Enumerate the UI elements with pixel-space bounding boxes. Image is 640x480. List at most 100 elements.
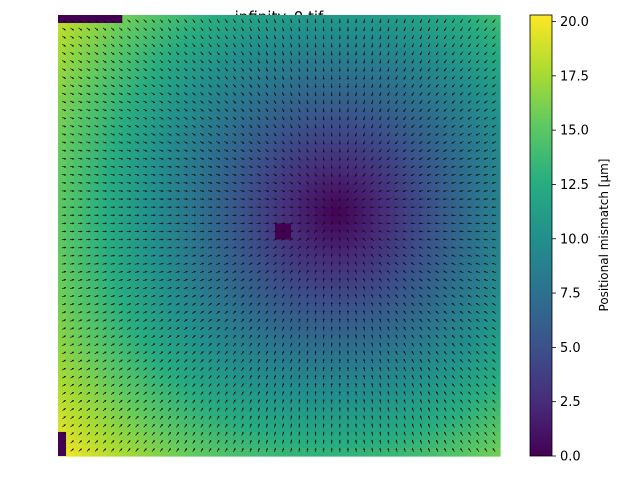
heatmap-cell [218,343,228,353]
heatmap-cell [459,447,469,457]
vector-arrow [330,229,333,234]
heatmap-cell [178,151,188,160]
vector-arrow [314,172,317,177]
heatmap-cell [250,447,260,457]
vector-arrow [476,75,480,80]
vector-arrow [354,43,358,48]
heatmap-cell [242,199,252,209]
heatmap-cell [90,383,99,393]
vector-arrow [411,108,415,112]
vector-arrow [452,19,455,23]
vector-arrow [233,18,236,24]
heatmap-cell [58,287,67,297]
heatmap-cell [483,23,493,32]
heatmap-cell [258,271,268,281]
heatmap-cell [483,15,493,24]
vector-arrow [322,124,325,129]
vector-arrow [241,59,244,64]
heatmap-cell [299,135,308,144]
heatmap-cell [427,63,437,72]
vector-arrow [102,246,107,249]
heatmap-cell [427,279,437,289]
heatmap-cell [299,391,308,401]
heatmap-cell [307,319,316,329]
vector-arrow [61,92,67,96]
vector-arrow [321,205,326,209]
heatmap-cell [98,287,107,297]
heatmap-cell [74,263,83,273]
heatmap-cell [427,23,437,32]
vector-arrow [354,140,358,145]
heatmap-cell [371,71,381,80]
heatmap-cell [483,31,493,40]
heatmap-cell [403,359,413,369]
heatmap-cell [274,143,284,152]
heatmap-cell [475,95,485,104]
heatmap-cell [403,199,413,209]
heatmap-cell [299,239,308,249]
heatmap-cell [146,271,156,281]
heatmap-cell [291,279,300,289]
heatmap-cell [419,175,429,184]
heatmap-cell [234,127,244,136]
vector-arrow [387,18,390,24]
heatmap-cell [307,295,316,305]
vector-arrow [151,84,156,88]
heatmap-cell [186,159,196,168]
heatmap-cell [323,103,332,112]
heatmap-cell [138,71,147,80]
heatmap-cell [130,239,139,249]
heatmap-cell [130,247,139,257]
heatmap-cell [66,55,75,64]
vector-arrow [403,75,407,80]
heatmap-cell [387,311,397,321]
vector-arrow [418,238,424,241]
heatmap-cell [283,327,292,337]
heatmap-cell [291,55,300,64]
heatmap-cell [363,311,373,321]
heatmap-cell [162,431,172,441]
heatmap-cell [443,287,453,297]
heatmap-cell [395,207,405,217]
heatmap-cell [274,103,284,112]
heatmap-cell [146,15,156,24]
heatmap-cell [451,255,461,265]
vector-arrow [94,181,99,185]
heatmap-cell [451,399,461,409]
heatmap-cell [347,391,356,401]
vector-arrow [467,84,472,88]
heatmap-cell [435,55,445,64]
heatmap-cell [258,127,268,136]
vector-arrow [282,59,285,64]
heatmap-cell [363,255,373,265]
vector-arrow [402,214,407,217]
heatmap-cell [242,279,252,289]
heatmap-cell [266,271,276,281]
heatmap-cell [234,415,244,425]
heatmap-cell [202,15,212,24]
vector-arrow [467,238,472,241]
vector-arrow [256,230,261,233]
vector-arrow [459,124,464,128]
heatmap-cell [299,319,308,329]
vector-arrow [183,181,188,185]
heatmap-cell [90,431,99,441]
vector-arrow [102,68,107,71]
vector-arrow [224,140,229,144]
vector-arrow [86,92,91,96]
heatmap-cell [186,287,196,297]
heatmap-cell [178,263,188,273]
vector-arrow [216,246,221,249]
vector-arrow [475,238,480,241]
heatmap-cell [283,207,292,217]
vector-arrow [289,173,293,177]
heatmap-cell [339,447,348,457]
heatmap-cell [491,15,501,24]
heatmap-cell [491,383,501,393]
heatmap-cell [283,143,292,152]
vector-arrow [443,92,447,96]
vector-arrow [354,156,358,161]
heatmap-cell [467,375,477,385]
vector-arrow [134,270,140,273]
heatmap-cell [355,111,364,120]
